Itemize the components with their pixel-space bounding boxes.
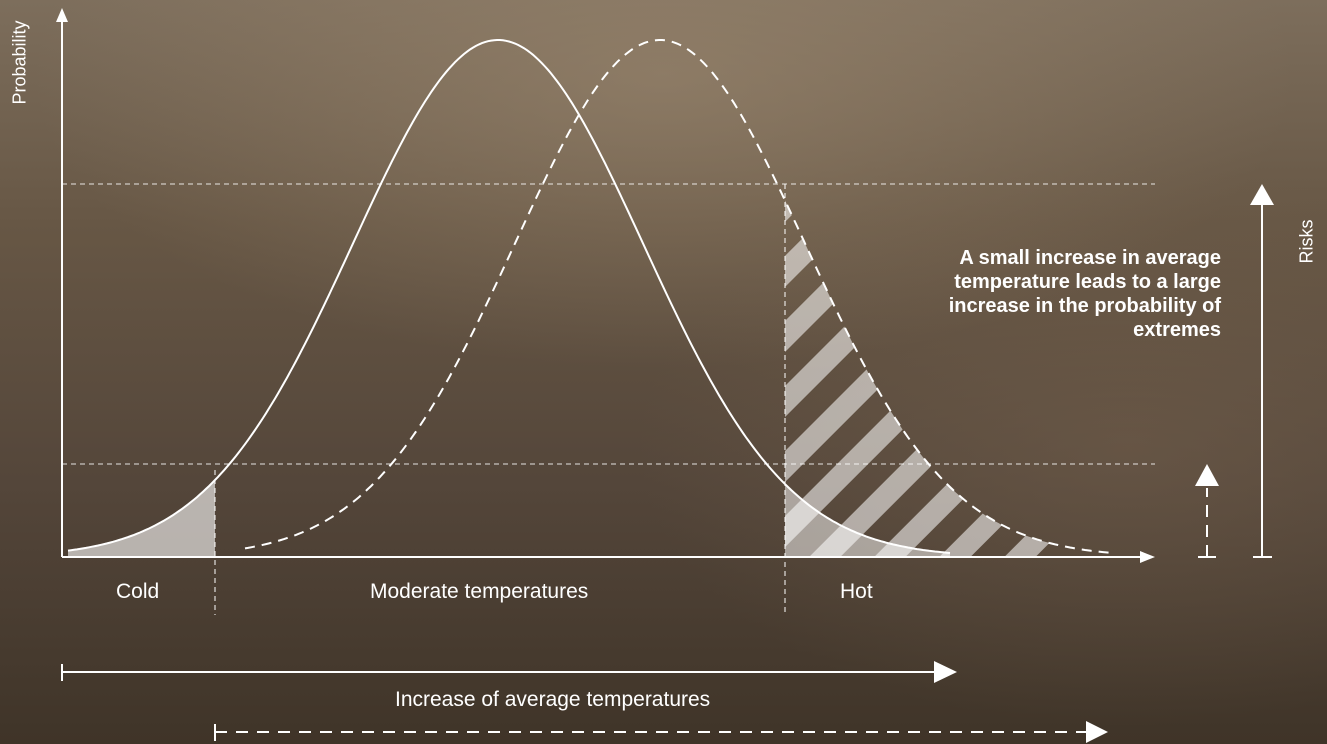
- hot-tail-striped-area: [785, 200, 1065, 557]
- moderate-region-label: Moderate temperatures: [370, 580, 589, 603]
- large-risk-arrowhead: [1250, 184, 1274, 205]
- cold-tail-area: [68, 480, 215, 557]
- cold-region-label: Cold: [116, 580, 160, 603]
- small-risk-arrowhead: [1195, 464, 1219, 486]
- current-distribution-curve: [67, 39, 951, 554]
- hot-tail-area: [785, 484, 950, 557]
- hot-region-label: Hot: [840, 580, 873, 603]
- shifted-distribution-curve: [244, 39, 1111, 554]
- x-axis-arrowhead: [1140, 551, 1155, 563]
- shift-label: Increase of average temperatures: [395, 688, 711, 711]
- shift-arrow-solid-head: [934, 661, 957, 683]
- y-axis-arrowhead: [56, 8, 68, 22]
- shift-arrow-dashed-head: [1086, 721, 1108, 743]
- y-axis-label: Probability: [9, 20, 30, 105]
- extremes-annotation: A small increase in average temperature …: [948, 247, 1221, 341]
- risks-label: Risks: [1296, 219, 1317, 264]
